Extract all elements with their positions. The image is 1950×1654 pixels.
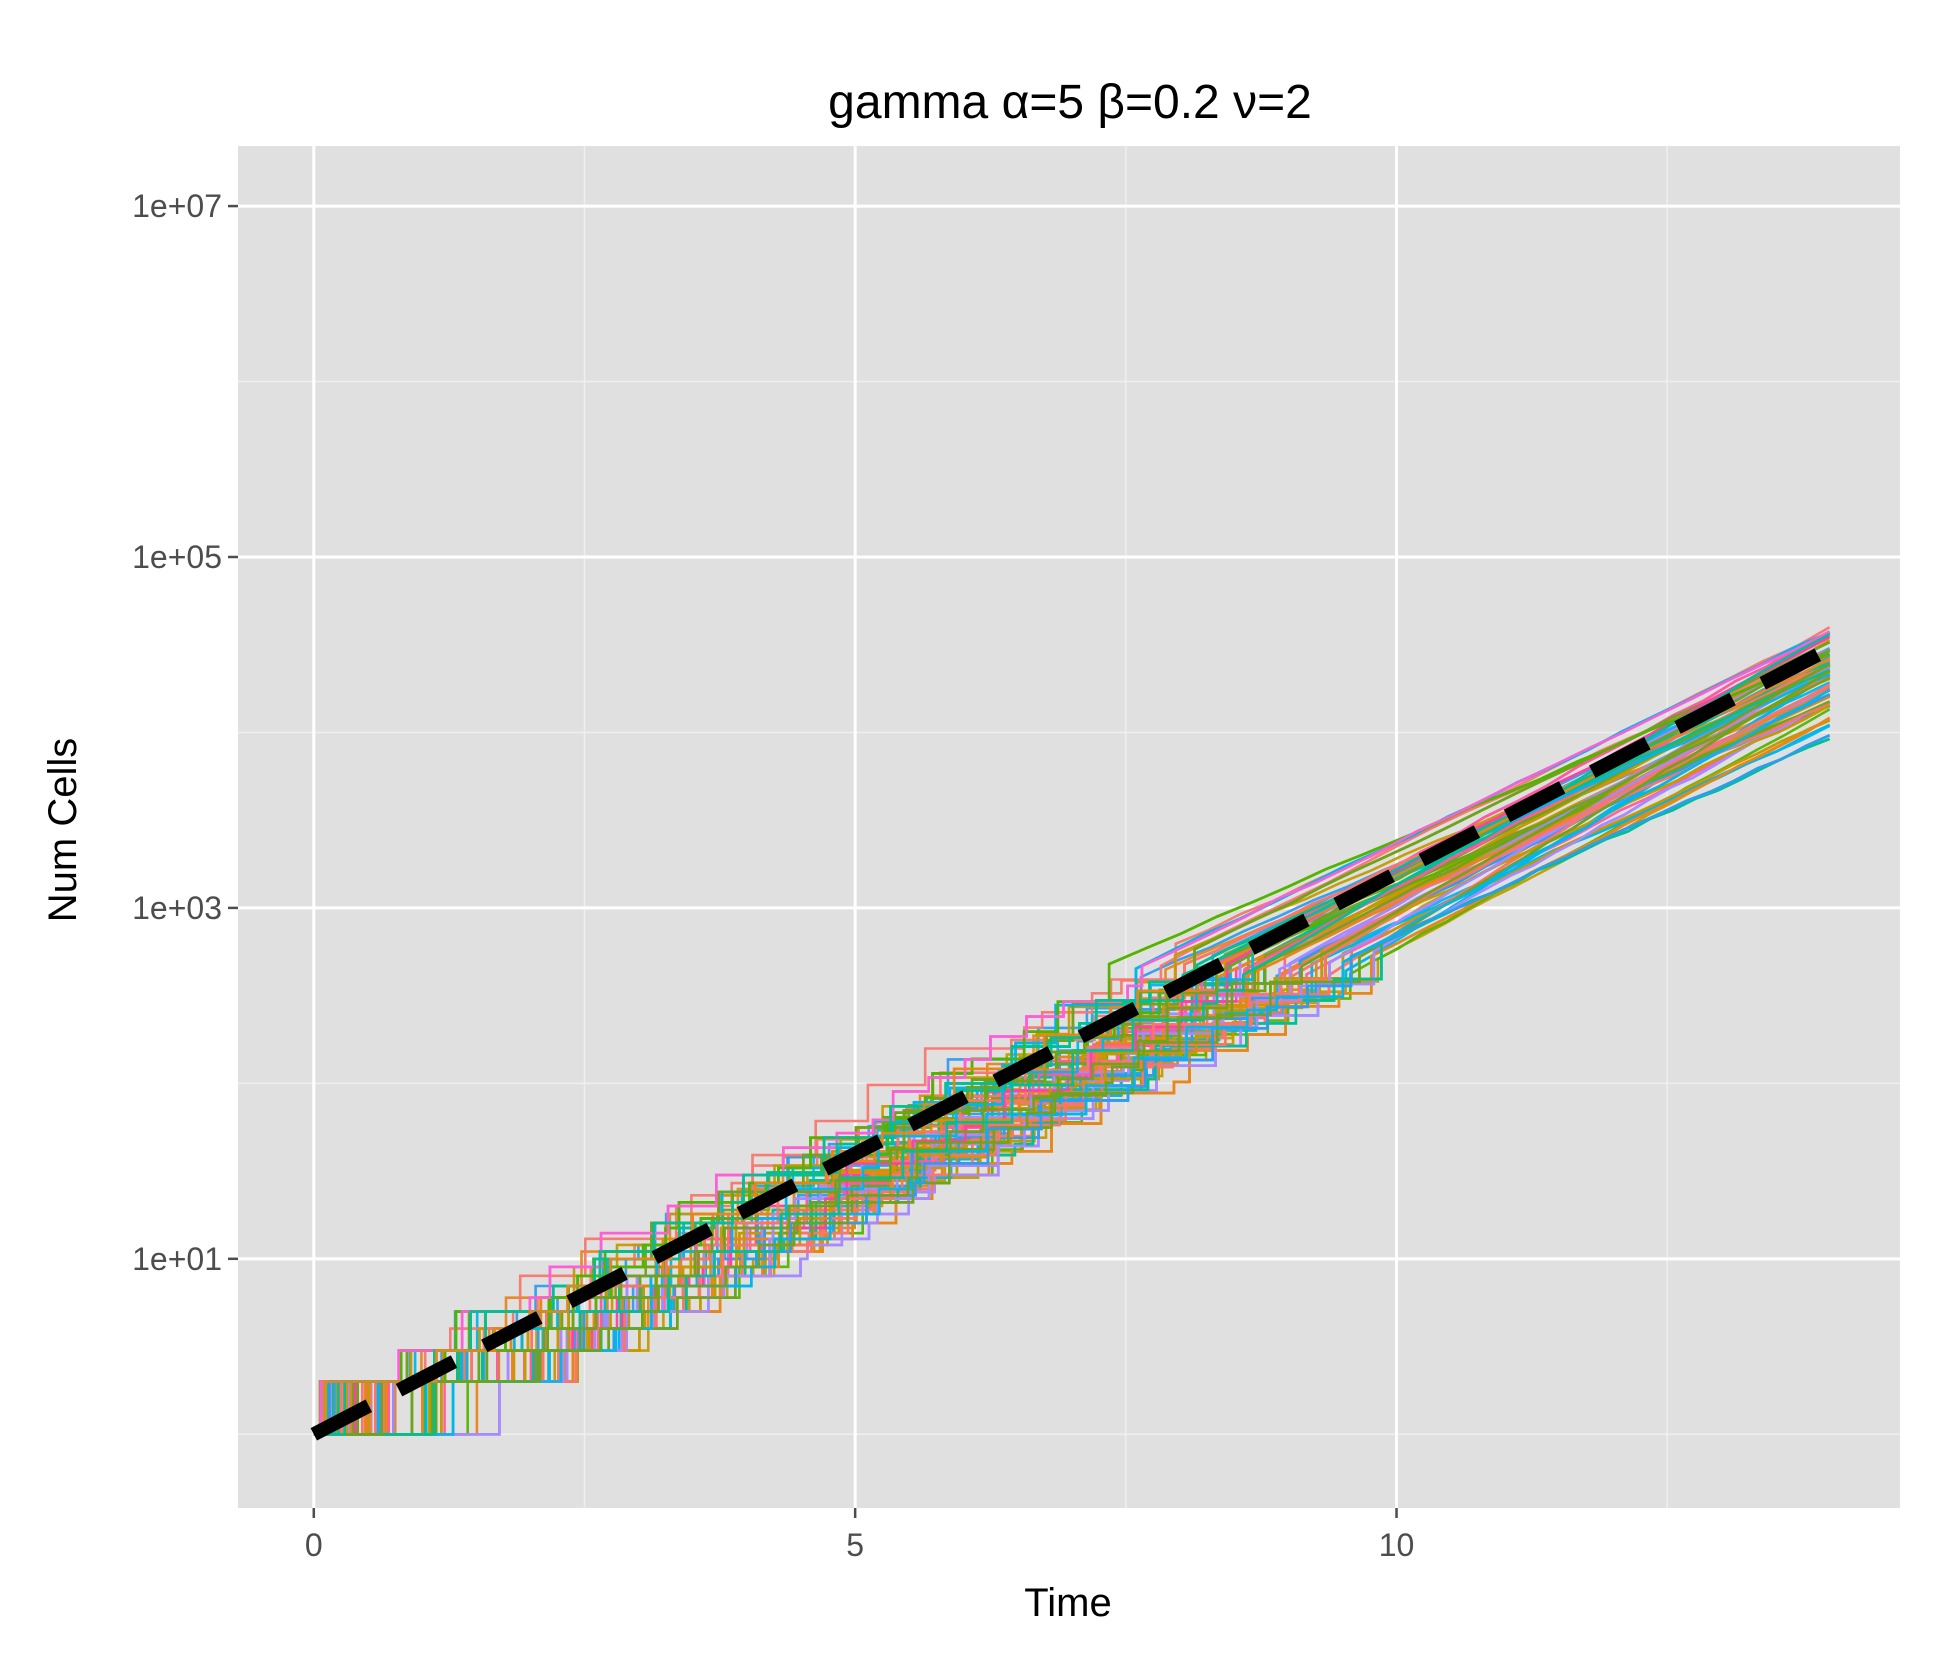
trajectory-line — [313, 626, 1831, 1436]
y-tick-label: 1e+05 — [132, 539, 222, 575]
y-axis-title: Num Cells — [41, 738, 85, 922]
x-tick-label: 10 — [1379, 1527, 1415, 1563]
plot-panel — [238, 146, 1900, 1508]
x-tick-label: 0 — [305, 1527, 323, 1563]
trajectory-lines — [313, 626, 1831, 1436]
trajectory-line — [313, 657, 1831, 1436]
trajectory-line — [313, 630, 1831, 1436]
trajectory-line — [313, 663, 1831, 1436]
x-axis-title: Time — [1024, 1581, 1111, 1625]
y-tick-label: 1e+07 — [132, 188, 222, 224]
chart-title: gamma α=5 β=0.2 ν=2 — [828, 76, 1312, 129]
panel-background — [238, 146, 1900, 1508]
trajectory-line — [313, 635, 1831, 1436]
x-tick-label: 5 — [846, 1527, 864, 1563]
y-tick-label: 1e+03 — [132, 890, 222, 926]
trajectory-line — [313, 633, 1831, 1436]
axes: 0 5 10 1e+01 1e+03 1e+05 1e+07 — [132, 188, 1414, 1563]
y-tick-label: 1e+01 — [132, 1241, 222, 1277]
